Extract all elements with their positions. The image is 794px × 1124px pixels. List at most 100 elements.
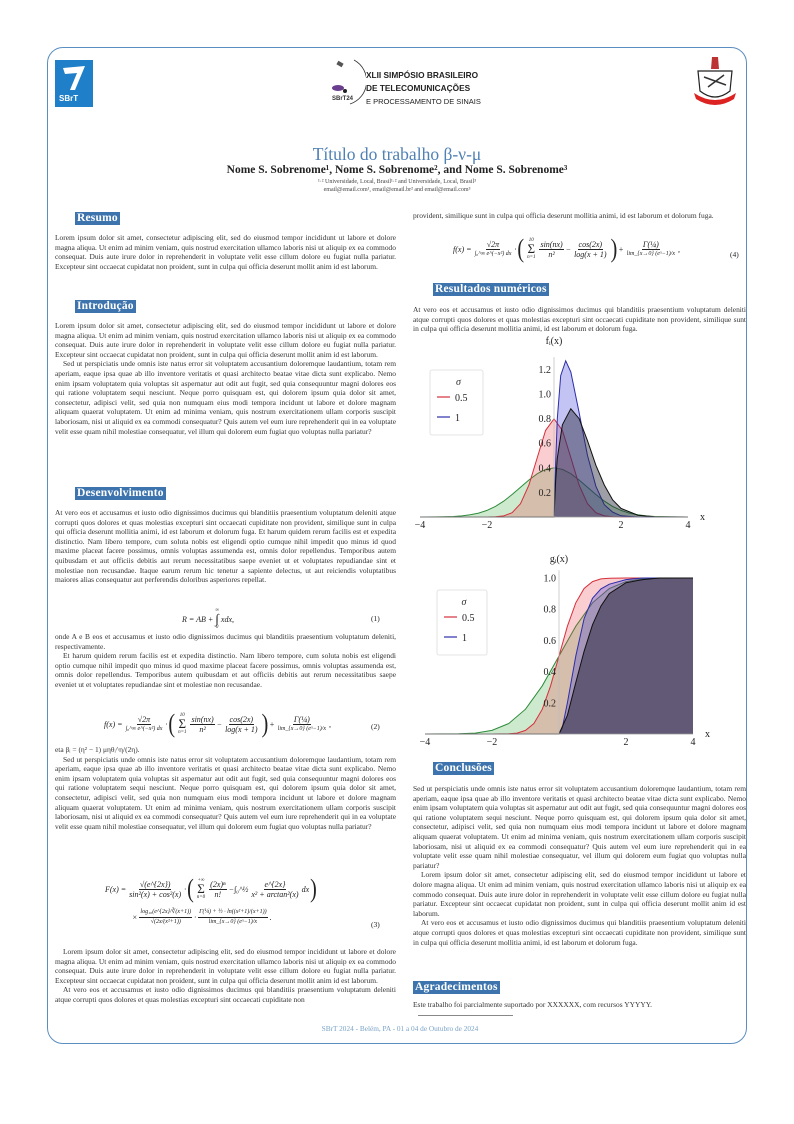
resumo-text: Lorem ipsum dolor sit amet, consectetur … bbox=[55, 233, 396, 271]
equation-number-3: (3) bbox=[371, 920, 380, 929]
integral-sign: ∫ bbox=[215, 611, 219, 626]
y-tick-label: 0.6 bbox=[539, 439, 552, 450]
equation-1: R = AB + ∞ ∫ 0 xdx, bbox=[182, 608, 234, 630]
paragraph: Lorem ipsum dolor sit amet, consectetur … bbox=[55, 233, 396, 271]
y-tick-label: 0.2 bbox=[544, 698, 557, 709]
eq4-dot: · bbox=[514, 244, 517, 254]
numerator: Γ(¼) bbox=[641, 239, 660, 250]
footnote-rule bbox=[418, 1015, 513, 1016]
eq2-plus: + bbox=[269, 719, 275, 729]
university-crest bbox=[690, 55, 740, 111]
denominator: lim_{x→0} (eˣ−1)/x bbox=[208, 919, 258, 925]
denominator: ∫₀^∞ e^(−x²) dx bbox=[474, 250, 512, 257]
eq2-frac-1: √2π ∫₀^∞ e^(−x²) dx bbox=[125, 715, 164, 734]
y-axis-label: fᵢ(x) bbox=[546, 336, 563, 347]
page-title: Título do trabalho β-ν-μ bbox=[312, 144, 482, 164]
eq4-frac-3: cos(2x) log(x + 1) bbox=[573, 240, 608, 259]
eq3-dot-2: · bbox=[194, 913, 197, 922]
numerator: cos(2x) bbox=[228, 714, 255, 725]
equation-number-2: (2) bbox=[371, 722, 380, 731]
y-tick-label: 1.0 bbox=[539, 390, 552, 401]
denominator: sin²(x) + cos²(x) bbox=[129, 889, 182, 899]
numerator: (2x)ⁿ bbox=[209, 879, 227, 890]
section-heading-desenvolvimento: Desenvolvimento bbox=[75, 487, 166, 500]
denominator: n! bbox=[214, 889, 222, 899]
y-tick-label: 0.8 bbox=[539, 414, 552, 425]
legend-box bbox=[436, 589, 488, 656]
desenvolvimento-text-1: At vero eos et accusamus et iusto odio d… bbox=[55, 508, 396, 585]
numerator: log₁₀(e^{2x}/∛(x+1)) bbox=[139, 908, 193, 918]
paragraph: Sed ut perspiciatis unde omnis iste natu… bbox=[55, 754, 396, 831]
numerator: cos(2x) bbox=[577, 239, 604, 250]
conference-line-2: DE TELECOMUNICAÇÕES bbox=[366, 83, 471, 93]
denominator: lim_{x→0} (eˣ−1)/x bbox=[277, 725, 327, 732]
paragraph: Et harum quidem rerum facilis est et exp… bbox=[55, 651, 396, 689]
sum-top: +∞ bbox=[197, 878, 205, 883]
eq3-dx: dx bbox=[301, 884, 310, 894]
university-crest-icon bbox=[694, 57, 736, 105]
legend-label: 1 bbox=[455, 413, 460, 424]
eq1-lhs: R = AB + bbox=[182, 614, 214, 624]
denominator: n² bbox=[548, 249, 555, 259]
equation-3-line-2: × log₁₀(e^{2x}/∛(x+1)) √(2x/(x²+1)) · Γ(¼… bbox=[132, 908, 272, 927]
poster-frame bbox=[47, 47, 747, 1044]
x-tick-label: 2 bbox=[624, 737, 629, 748]
left-paren: ( bbox=[517, 234, 525, 264]
numerator: Γ(¼) + ½ · ln((x²+1)/(x+1)) bbox=[198, 908, 268, 918]
chart-cdf: −4 −2 2 4 0.2 0.4 0.6 0.8 1.0 x gᵢ(x) σ 0.5 1 bbox=[420, 554, 710, 748]
y-tick-label: 0.6 bbox=[544, 636, 557, 647]
eq3-times: × bbox=[132, 913, 138, 922]
footer: SBrT 2024 - Belém, PA - 01 a 04 de Outub… bbox=[321, 1024, 479, 1033]
x-tick-label: 4 bbox=[691, 737, 696, 748]
section-heading-agradecimentos: Agradecimentos bbox=[413, 981, 500, 994]
x-tick-label: 4 bbox=[686, 520, 691, 531]
eq3-integral: ∫₀^½ bbox=[233, 884, 249, 894]
conference-logo-text: SBrT24 bbox=[332, 96, 354, 102]
legend-box bbox=[429, 369, 484, 436]
y-tick-label: 0.4 bbox=[544, 667, 557, 678]
paragraph: Lorem ipsum dolor sit amet, consectetur … bbox=[55, 321, 396, 359]
legend-title: σ bbox=[456, 377, 462, 388]
numerator: Γ(¼) bbox=[292, 714, 311, 725]
authors: Nome S. Sobrenome¹, Nome S. Sobrenome², … bbox=[226, 164, 568, 176]
paragraph: At vero eos et accusamus et iusto odio d… bbox=[413, 305, 746, 334]
numerator: √2π bbox=[136, 714, 152, 725]
desenvolvimento-continued: provident, similique sunt in culpa qui o… bbox=[413, 211, 746, 221]
denominator: ∫₀^∞ e^(−x²) dx bbox=[125, 725, 163, 732]
eq1-upper: ∞ bbox=[215, 608, 219, 613]
eq3-minus: − bbox=[228, 884, 234, 894]
legend-label: 0.5 bbox=[455, 393, 468, 404]
eq2-frac-2: sin(nx) n² bbox=[190, 715, 215, 734]
x-tick-label: 2 bbox=[619, 520, 624, 531]
affiliation: ¹·² Universidade, Local, Brasil¹·² and U… bbox=[317, 179, 477, 185]
numerator: √2π bbox=[485, 239, 501, 250]
equation-3: F(x) = √(e^{2x}) sin²(x) + cos²(x) · ( +∞… bbox=[105, 876, 318, 902]
eq2-minus: − bbox=[216, 719, 223, 729]
conference-line-3: E PROCESSAMENTO DE SINAIS bbox=[366, 97, 481, 106]
x-axis-label: x bbox=[705, 729, 710, 740]
desenvolvimento-text-3: eta βᵢ = (η² − 1) μηθᵢ^η/(2η). Sed ut pe… bbox=[55, 745, 396, 831]
paragraph: Lorem ipsum dolor sit amet, consectetur … bbox=[55, 947, 396, 985]
y-tick-label: 0.8 bbox=[544, 605, 557, 616]
desenvolvimento-text-2: onde A e B eos et accusamus et iusto odi… bbox=[55, 632, 396, 690]
sum-bottom: n=1 bbox=[527, 255, 536, 260]
eq3-frac-4: log₁₀(e^{2x}/∛(x+1)) √(2x/(x²+1)) bbox=[139, 908, 193, 927]
denominator: x² + arctan²(x) bbox=[251, 889, 299, 899]
eq4-plus: + bbox=[618, 244, 624, 254]
y-tick-label: 1.0 bbox=[544, 574, 557, 585]
eq2-end: , bbox=[329, 719, 332, 729]
x-tick-label: −2 bbox=[482, 520, 493, 531]
sigma-sign: Σ bbox=[527, 241, 536, 256]
eq4-end: , bbox=[678, 244, 681, 254]
legend-label: 0.5 bbox=[462, 613, 475, 624]
sigma-sign: Σ bbox=[197, 881, 205, 896]
chart-pdf: −4 −2 2 4 0.2 0.4 0.6 0.8 1.0 1.2 x fᵢ(x) σ 0.5 1 bbox=[415, 336, 705, 531]
eq3-frac-1: √(e^{2x}) sin²(x) + cos²(x) bbox=[128, 880, 182, 899]
section-heading-resultados: Resultados numéricos bbox=[433, 283, 549, 296]
paragraph: Sed ut perspiciatis unde omnis iste natu… bbox=[55, 359, 396, 436]
denominator: n² bbox=[199, 724, 206, 734]
equation-number-1: (1) bbox=[371, 614, 380, 623]
